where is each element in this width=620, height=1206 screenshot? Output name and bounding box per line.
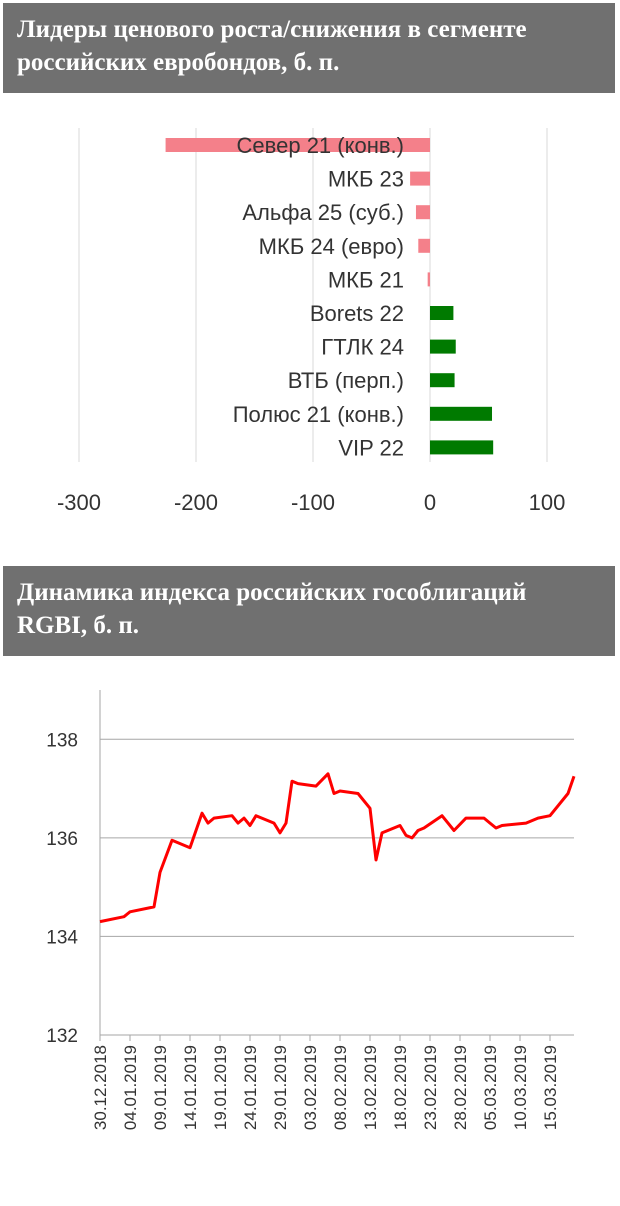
bar-category-label: Альфа 25 (суб.) — [242, 200, 404, 225]
line-y-tick-label: 134 — [46, 927, 78, 948]
bar — [430, 406, 493, 421]
line-x-tick-label: 28.02.2019 — [451, 1045, 470, 1130]
bar-x-tick-label: 0 — [424, 490, 436, 515]
line-y-tick-label: 132 — [46, 1026, 78, 1047]
bar-category-label: МКБ 21 — [328, 267, 404, 292]
bar-category-label: ВТБ (перп.) — [288, 368, 404, 393]
bar-category-label: Borets 22 — [310, 301, 404, 326]
bar — [165, 138, 430, 152]
bar — [427, 272, 430, 287]
line-x-tick-label: 24.01.2019 — [241, 1045, 260, 1130]
line-chart-title: Динамика индекса российских гособлигаций… — [3, 566, 615, 656]
line-chart-title-text: Динамика индекса российских гособлигаций… — [17, 579, 527, 639]
bar-chart-title: Лидеры ценового роста/снижения в сегмент… — [3, 3, 615, 93]
rgbi-series-line — [99, 772, 576, 924]
bar-x-tick-label: -200 — [174, 490, 218, 515]
bar-category-label: Полюс 21 (конв.) — [233, 402, 404, 427]
line-x-tick-label: 23.02.2019 — [421, 1045, 440, 1130]
line-y-tick-label: 136 — [46, 829, 78, 850]
line-x-tick-label: 05.03.2019 — [481, 1045, 500, 1130]
bar-x-tick-label: -300 — [57, 490, 101, 515]
line-x-tick-label: 18.02.2019 — [391, 1045, 410, 1130]
line-x-tick-label: 10.03.2019 — [511, 1045, 530, 1130]
line-x-tick-label: 09.01.2019 — [151, 1045, 170, 1130]
line-x-tick-label: 29.01.2019 — [271, 1045, 290, 1130]
line-x-tick-label: 04.01.2019 — [121, 1045, 140, 1130]
line-x-tick-label: 19.01.2019 — [211, 1045, 230, 1130]
line-x-tick-label: 15.03.2019 — [541, 1045, 560, 1130]
bar-category-label: ГТЛК 24 — [321, 335, 404, 360]
bar-category-label: Север 21 (конв.) — [237, 133, 404, 158]
line-x-tick-label: 08.02.2019 — [331, 1045, 350, 1130]
bar-category-label: VIP 22 — [338, 435, 404, 460]
bar-category-label: МКБ 23 — [328, 167, 404, 192]
bar-x-tick-label: 100 — [529, 490, 566, 515]
bar-x-tick-label: -100 — [291, 490, 335, 515]
line-x-tick-label: 03.02.2019 — [301, 1045, 320, 1130]
bar — [430, 339, 456, 354]
bar — [410, 171, 430, 186]
line-x-tick-label: 13.02.2019 — [361, 1045, 380, 1130]
bar — [430, 373, 455, 388]
bar-chart-title-text: Лидеры ценового роста/снижения в сегмент… — [17, 16, 527, 76]
line-x-tick-label: 14.01.2019 — [181, 1045, 200, 1130]
bar — [430, 440, 494, 455]
rgbi-line-chart: 132 134 136 138 30.12.2018 04.01.2019 09.01.2… — [46, 690, 576, 1130]
bar-category-label: МКБ 24 (евро) — [259, 234, 404, 259]
bar — [415, 205, 430, 220]
line-y-tick-label: 138 — [46, 730, 78, 751]
eurobond-bar-chart: Север 21 (конв.) МКБ 23 Альфа 25 (суб.) МКБ… — [57, 128, 566, 515]
line-x-tick-label: 30.12.2018 — [91, 1045, 110, 1130]
bar — [418, 238, 430, 253]
bar — [430, 306, 454, 320]
